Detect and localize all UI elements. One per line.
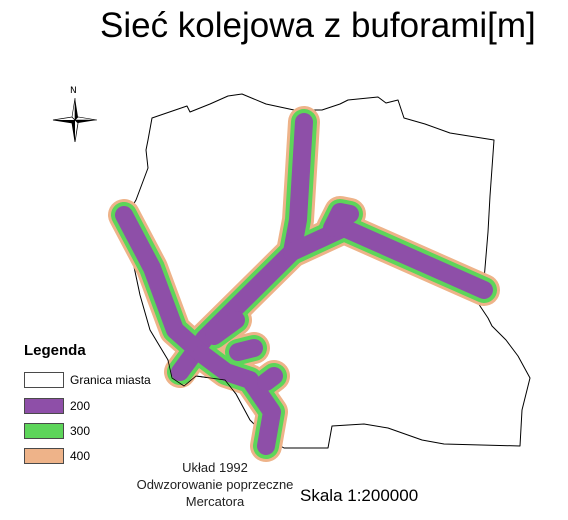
legend-label: 400: [70, 449, 91, 463]
legend-swatch-400: [24, 448, 64, 464]
north-arrow-icon: [52, 97, 98, 143]
legend-title: Legenda: [24, 342, 86, 359]
map-scale: Skala 1:200000: [300, 486, 419, 505]
legend-swatch-300: [24, 423, 64, 439]
legend-label: Granica miasta: [70, 373, 151, 387]
projection-line: Układ 1992: [182, 460, 248, 475]
projection-info: Układ 1992 Odwzorowanie poprzeczne Merca…: [110, 459, 320, 510]
city-boundary-overlay: [167, 359, 237, 395]
legend-swatch-200: [24, 398, 64, 414]
projection-line: Odwzorowanie poprzeczne: [136, 477, 294, 492]
buffer-200: [115, 113, 493, 455]
legend-swatch-boundary: [24, 372, 64, 388]
legend-label: 200: [70, 399, 91, 413]
projection-line: Mercatora: [185, 494, 245, 509]
north-label: N: [70, 86, 77, 96]
legend-label: 300: [70, 424, 91, 438]
map-title: Sieć kolejowa z buforami[m]: [100, 6, 536, 45]
